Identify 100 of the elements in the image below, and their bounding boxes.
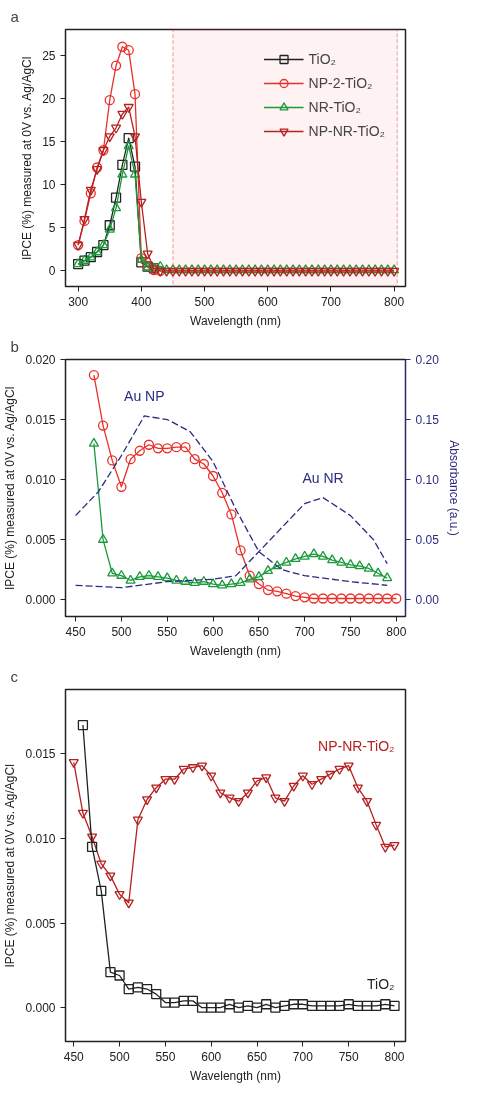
point xyxy=(88,437,100,447)
point xyxy=(272,586,283,597)
point xyxy=(178,995,189,1007)
point xyxy=(308,548,320,558)
point xyxy=(391,593,402,604)
point xyxy=(107,455,118,466)
point xyxy=(361,1000,373,1012)
point xyxy=(160,997,171,1008)
x-tick-label: 700 xyxy=(292,1049,314,1064)
x-axis-title: Wavelength (nm) xyxy=(190,1068,281,1083)
point xyxy=(279,1000,290,1012)
chart-title: a xyxy=(10,7,20,25)
chart-title: c xyxy=(10,667,19,685)
x-tick-label: 750 xyxy=(338,1049,360,1064)
point xyxy=(105,872,116,882)
point xyxy=(207,470,219,482)
point xyxy=(288,999,299,1010)
x-tick-label: 700 xyxy=(294,624,316,639)
point xyxy=(114,970,125,981)
point xyxy=(297,999,309,1010)
x-tick-label: 750 xyxy=(340,624,361,639)
point xyxy=(233,797,244,808)
y-tick-label: 0.005 xyxy=(25,916,56,931)
y-tick-label: 0.015 xyxy=(25,413,56,428)
point xyxy=(110,124,122,134)
point xyxy=(361,797,373,808)
point xyxy=(117,41,128,52)
point xyxy=(343,999,354,1010)
point xyxy=(178,765,189,775)
y-axis-title: IPCE (%) measured at 0V vs. Ag/AgCl xyxy=(3,386,18,591)
point xyxy=(336,593,347,604)
point xyxy=(316,775,327,786)
y2-tick-label: 0.10 xyxy=(415,473,440,488)
point xyxy=(136,198,147,208)
series-label: Au NP xyxy=(124,387,165,404)
point xyxy=(334,765,345,775)
point xyxy=(68,759,79,769)
point xyxy=(272,560,283,570)
point xyxy=(345,593,356,604)
point xyxy=(123,133,134,144)
point xyxy=(117,110,128,120)
point xyxy=(110,192,122,203)
point xyxy=(86,841,98,853)
point xyxy=(152,443,164,454)
point xyxy=(86,833,98,843)
series-label: Au NR xyxy=(302,469,344,486)
point xyxy=(116,569,127,579)
point xyxy=(251,1002,263,1013)
point xyxy=(235,577,246,587)
point xyxy=(180,575,191,585)
series-label: TiO₂ xyxy=(367,976,395,993)
point xyxy=(171,574,182,584)
point xyxy=(372,567,384,577)
point xyxy=(380,999,391,1010)
legend-label: NR-TiO₂ xyxy=(308,99,361,115)
point xyxy=(251,777,263,787)
y-tick-label: 0.020 xyxy=(25,353,56,367)
point xyxy=(132,982,144,993)
point xyxy=(226,509,237,520)
point xyxy=(129,168,141,178)
x-tick-label: 500 xyxy=(111,624,132,639)
point xyxy=(151,988,162,1000)
x-tick-label: 650 xyxy=(247,1049,268,1064)
point xyxy=(196,762,208,772)
point xyxy=(352,1000,363,1012)
y-tick-label: 5 xyxy=(48,221,56,236)
point xyxy=(105,966,116,978)
x-tick-label: 800 xyxy=(386,624,407,639)
legend-label: TiO₂ xyxy=(308,51,336,67)
point xyxy=(169,997,180,1008)
point xyxy=(155,260,166,270)
point xyxy=(325,770,336,780)
point xyxy=(169,775,180,786)
y-tick-label: 0.000 xyxy=(25,593,56,608)
y-tick-label: 0.005 xyxy=(25,533,56,548)
point xyxy=(233,1002,244,1013)
point xyxy=(152,571,164,581)
y-tick-label: 15 xyxy=(42,135,56,150)
point xyxy=(96,860,107,870)
point xyxy=(77,809,89,819)
x-tick-label: 800 xyxy=(384,294,405,309)
point xyxy=(187,995,199,1007)
point xyxy=(279,797,290,808)
point xyxy=(123,899,134,909)
point xyxy=(162,443,173,454)
point xyxy=(180,442,191,453)
point xyxy=(129,161,141,172)
legend-label: NP-NR-TiO₂ xyxy=(308,123,385,139)
point xyxy=(129,89,141,100)
point xyxy=(336,556,347,566)
x-tick-label: 550 xyxy=(155,1049,176,1064)
point xyxy=(281,556,292,566)
point xyxy=(142,250,153,260)
point xyxy=(104,133,115,143)
point xyxy=(141,983,153,995)
point xyxy=(206,772,217,782)
point xyxy=(110,60,122,71)
y-tick-label: 25 xyxy=(42,48,56,63)
y-axis-title: IPCE (%) measured at 0V vs. Ag/AgCl xyxy=(3,764,18,968)
point xyxy=(253,571,265,581)
